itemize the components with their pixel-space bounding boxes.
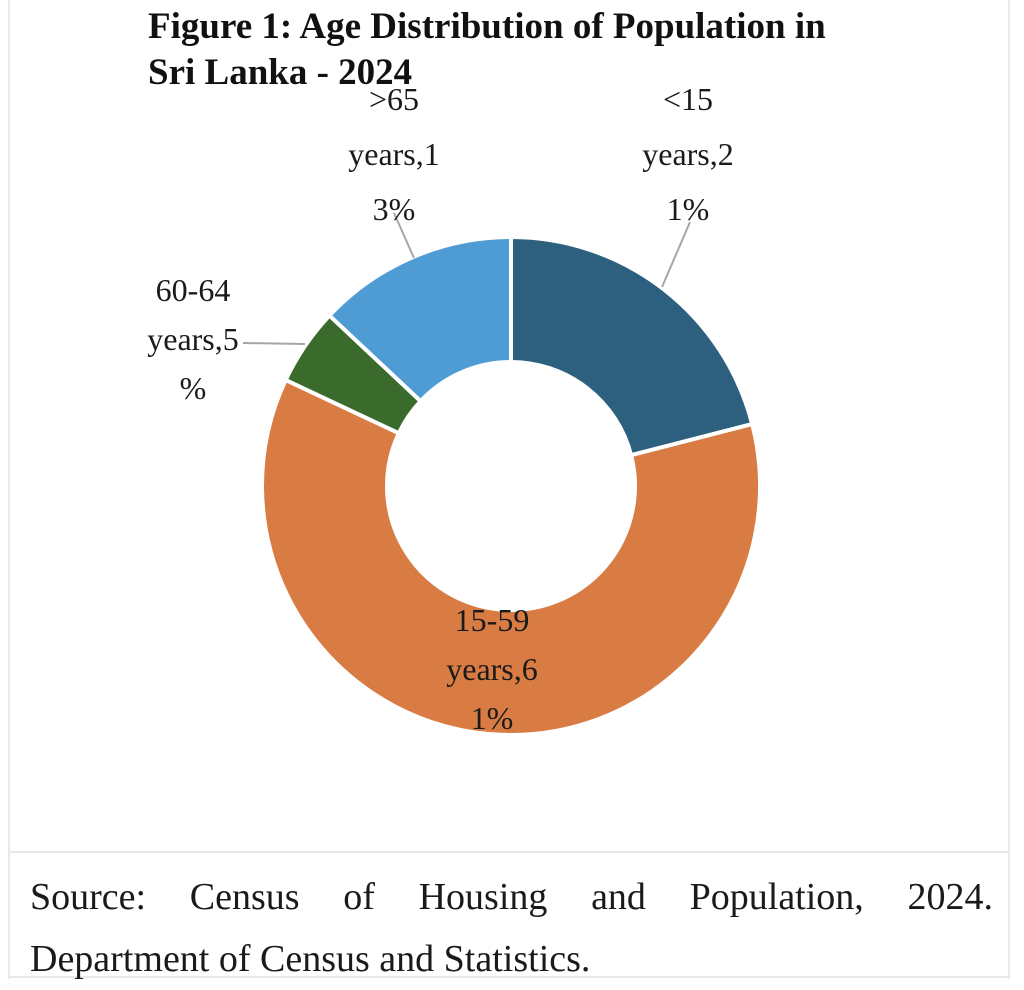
slice-label-line: 60-64 [155,272,231,308]
slice-label-line: 1% [470,700,514,736]
cell-border-left [8,0,10,979]
slice-label-60-64: 60-64 years,5 % [108,266,278,413]
slice-label-line: 3% [372,191,416,227]
source-line2: Department of Census and Statistics. [30,938,591,980]
leader-line-over-65 [393,212,415,259]
leader-line-under-15 [661,221,691,288]
slice-label-line: 1% [666,191,710,227]
slice-under-15 [509,234,755,458]
source-line1: Source: Census of Housing and Population… [30,876,993,918]
slice-label-line: years,1 [348,136,440,172]
source-note: Source: Census of Housing and Population… [30,866,993,990]
source-divider-line [8,851,1010,853]
slice-label-line: years,6 [446,651,538,687]
slice-label-over-65: >65 years,1 3% [319,72,469,237]
slice-label-under-15: <15 years,2 1% [613,72,763,237]
cell-border-bottom [8,976,1010,978]
slice-label-line: years,5 [147,321,239,357]
cell-border-right [1008,0,1010,979]
slice-15-59 [260,377,762,737]
slice-label-15-59: 15-59 years,6 1% [407,596,577,743]
slice-over-65 [326,234,513,404]
slice-label-line: >65 [368,81,420,117]
figure-title-line1: Figure 1: Age Distribution of Population… [148,6,826,47]
slice-label-line: <15 [662,81,714,117]
figure-title-line2: Sri Lanka - 2024 [148,52,413,93]
slice-label-line: 15-59 [454,602,530,638]
figure-title: Figure 1: Age Distribution of Population… [148,4,958,96]
donut-chart [242,212,762,737]
slice-label-line: years,2 [642,136,734,172]
slice-label-line: % [179,370,207,406]
leader-line-60-64 [242,342,306,345]
